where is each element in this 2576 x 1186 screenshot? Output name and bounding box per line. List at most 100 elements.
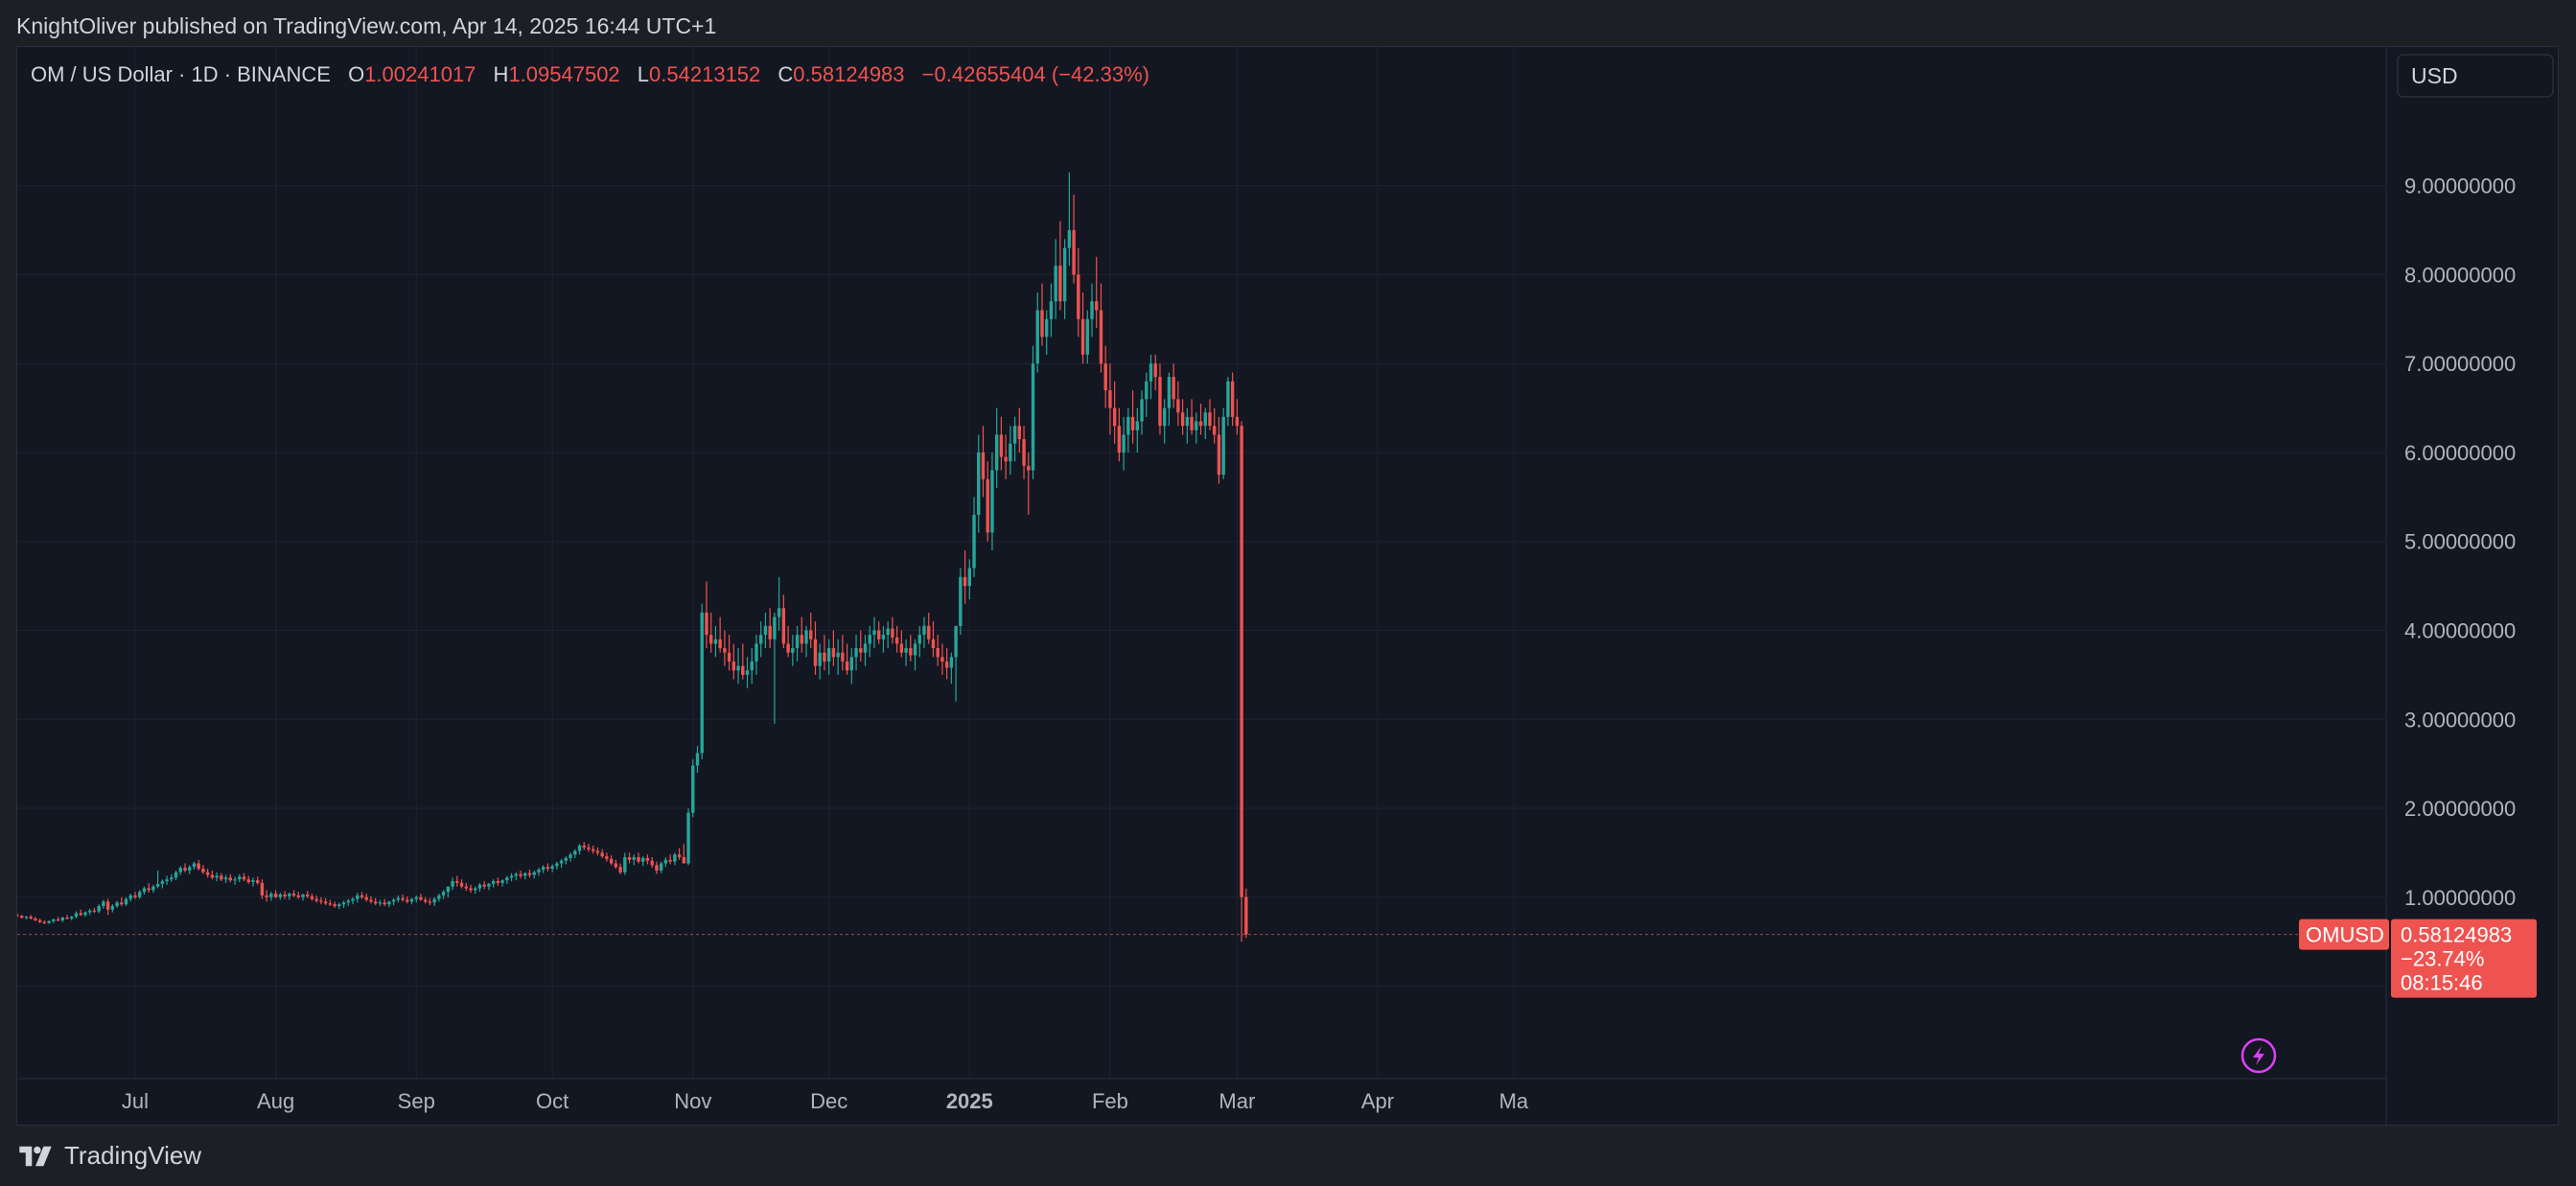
candle — [183, 863, 187, 872]
candle-body — [174, 872, 178, 878]
candle-body — [369, 899, 373, 902]
candle-body — [133, 895, 137, 897]
candle — [691, 758, 695, 818]
time-axis-label: Nov — [674, 1089, 711, 1113]
candle-body — [899, 643, 904, 653]
candle — [695, 746, 700, 773]
candle — [773, 612, 777, 724]
candle — [913, 639, 917, 671]
candle-body — [917, 635, 921, 644]
candle-body — [836, 652, 840, 658]
candle — [677, 848, 682, 860]
candle-body — [306, 894, 310, 896]
candle — [414, 895, 418, 903]
time-axis[interactable]: Jul Aug Sep Oct Nov Dec 2025 Feb Mar Apr Ma — [122, 1089, 1529, 1113]
candle-body — [754, 643, 758, 662]
candle — [1112, 381, 1117, 444]
candle-body — [659, 863, 663, 871]
candle-body — [1117, 426, 1122, 453]
candle-body — [183, 868, 187, 871]
candle-body — [655, 865, 659, 871]
candle-body — [663, 859, 668, 864]
candle — [273, 890, 278, 898]
candle — [977, 434, 981, 533]
candle — [1145, 372, 1149, 417]
candle-body — [1185, 416, 1190, 427]
candle-body — [441, 892, 446, 895]
candle-body — [569, 854, 572, 858]
candle-body — [1017, 426, 1022, 440]
candle — [346, 898, 350, 907]
candle — [265, 890, 268, 902]
candle-body — [228, 877, 233, 881]
candle-body — [215, 875, 219, 878]
candle-body — [708, 635, 713, 644]
candle-body — [963, 576, 967, 587]
candle — [944, 648, 949, 680]
price-axis[interactable]: 9.00000000 8.00000000 7.00000000 6.00000000… — [2404, 174, 2516, 910]
candle-body — [406, 899, 409, 902]
candle-body — [328, 903, 333, 905]
candle — [1058, 221, 1062, 311]
candle — [1230, 372, 1235, 427]
candle — [759, 621, 763, 658]
candle — [391, 897, 396, 906]
candle-body — [809, 630, 813, 640]
legend-change: −0.42655404 (−42.33%) — [922, 62, 1149, 86]
candle — [614, 859, 618, 870]
tradingview-logo[interactable]: TradingView — [16, 1141, 201, 1171]
candle-body — [373, 901, 378, 904]
candle-body — [849, 657, 854, 671]
candle-body — [1072, 230, 1076, 275]
candle — [1117, 407, 1122, 462]
candle-body — [437, 895, 441, 899]
candle — [459, 879, 464, 889]
candle-body — [42, 921, 47, 923]
candle-body — [60, 918, 64, 920]
candle-body — [223, 877, 228, 880]
lightning-icon[interactable] — [2240, 1037, 2277, 1074]
currency-button[interactable]: USD — [2397, 54, 2554, 98]
candle-body — [723, 648, 727, 653]
candle — [686, 808, 690, 866]
candle-body — [823, 652, 826, 662]
legend-low-value: 0.54213152 — [649, 62, 760, 86]
candle-body — [1213, 426, 1217, 435]
candle — [582, 842, 586, 850]
candle — [128, 894, 132, 902]
candle — [291, 890, 296, 897]
candle — [800, 616, 803, 653]
candle-body — [1062, 247, 1067, 302]
currency-label: USD — [2411, 63, 2458, 88]
candle — [936, 635, 940, 666]
candle-body — [155, 883, 160, 887]
candle-body — [1198, 421, 1203, 427]
candle — [845, 643, 849, 675]
candle — [323, 897, 328, 906]
candle — [1221, 407, 1225, 479]
candle-body — [419, 896, 423, 900]
candle — [255, 876, 260, 885]
candle — [165, 875, 169, 885]
candle-body — [291, 894, 296, 895]
candle — [1054, 239, 1057, 319]
candle-body — [160, 881, 165, 884]
candle-body — [378, 902, 383, 904]
candle-body — [927, 625, 931, 640]
candle — [954, 625, 958, 702]
candle — [310, 894, 314, 901]
candlestick-chart[interactable]: 9.00000000 8.00000000 7.00000000 6.00000000… — [17, 47, 2560, 1127]
price-tag-price: 0.58124983 — [2401, 923, 2512, 947]
candle — [428, 897, 432, 906]
price-axis-label: 9.00000000 — [2404, 174, 2516, 198]
candle — [922, 616, 926, 649]
candle-body — [296, 895, 300, 897]
chart-frame[interactable]: 9.00000000 8.00000000 7.00000000 6.00000000… — [16, 46, 2560, 1127]
candle-body — [1176, 399, 1180, 413]
candle-body — [854, 648, 858, 658]
candle-body — [527, 872, 532, 875]
candle — [532, 870, 536, 879]
candle-body — [541, 867, 545, 871]
candle-body — [913, 643, 917, 656]
candle-body — [1135, 421, 1140, 430]
